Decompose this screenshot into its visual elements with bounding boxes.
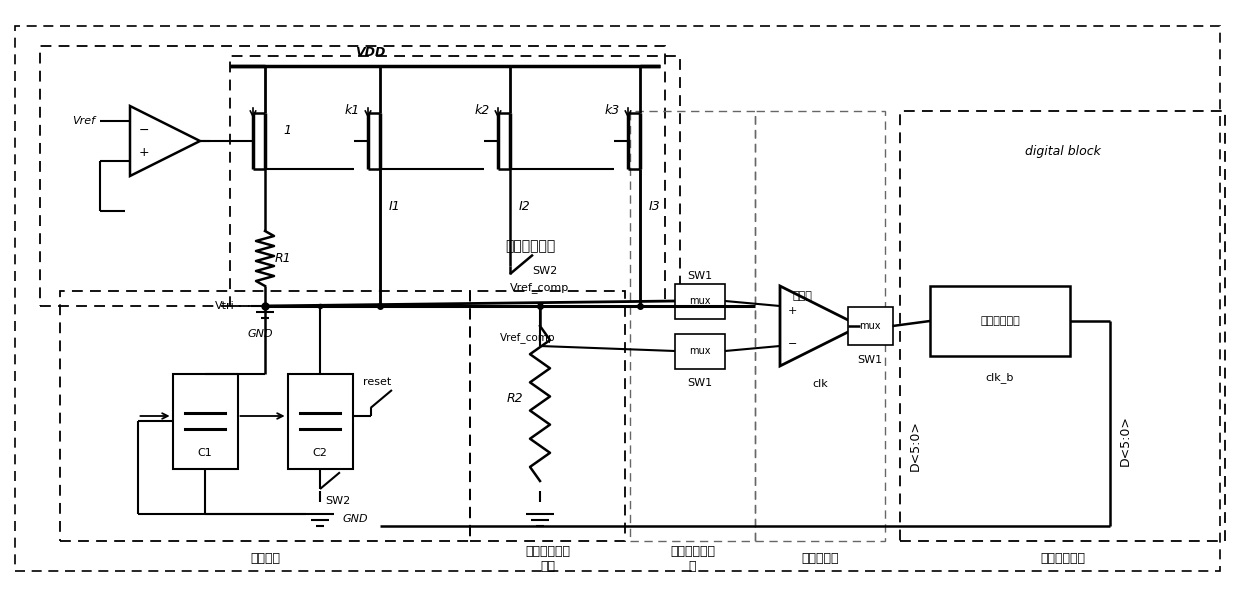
Text: $+$: $+$ (139, 147, 150, 160)
Bar (470, 291, 625, 541)
Text: 参考电压产生
电路: 参考电压产生 电路 (525, 545, 570, 573)
Text: R2: R2 (507, 393, 523, 405)
Text: 1: 1 (283, 125, 291, 138)
Text: Vref_comp: Vref_comp (500, 333, 556, 343)
Text: SW1: SW1 (687, 271, 713, 281)
Text: 数字控制电路: 数字控制电路 (1040, 552, 1085, 566)
Text: I2: I2 (520, 200, 531, 213)
Text: k3: k3 (604, 104, 620, 117)
Text: $+$: $+$ (787, 305, 797, 315)
Text: 比较器: 比较器 (792, 291, 812, 301)
Text: D<5:0>: D<5:0> (1118, 415, 1131, 467)
Text: SW2: SW2 (325, 496, 350, 506)
Text: clk: clk (812, 379, 828, 389)
Bar (675, 284, 725, 318)
Text: C1: C1 (197, 448, 212, 458)
Text: digital block: digital block (1024, 144, 1100, 157)
Text: I1: I1 (389, 200, 401, 213)
Bar (172, 374, 238, 468)
Text: Vref_comp: Vref_comp (511, 283, 569, 293)
Bar (60, 291, 470, 541)
Text: GND: GND (342, 514, 368, 524)
Text: clk_b: clk_b (986, 372, 1014, 383)
Text: $-$: $-$ (139, 123, 150, 135)
Text: 积分电路: 积分电路 (250, 552, 280, 566)
Bar (755, 111, 885, 541)
Bar (630, 111, 755, 541)
Bar (675, 334, 725, 368)
Bar (40, 46, 665, 306)
Text: 比较器输入开
关: 比较器输入开 关 (670, 545, 715, 573)
Text: SW1: SW1 (687, 378, 713, 388)
Text: SW2: SW2 (532, 266, 558, 276)
Text: R1: R1 (275, 253, 291, 265)
Text: 电压比较器: 电压比较器 (801, 552, 838, 566)
Bar (930, 286, 1070, 356)
Text: mux: mux (859, 321, 880, 331)
Text: mux: mux (689, 296, 711, 306)
Text: C2: C2 (312, 448, 327, 458)
Text: k1: k1 (345, 104, 360, 117)
Text: k2: k2 (475, 104, 490, 117)
Text: 电流生成电路: 电流生成电路 (505, 239, 556, 253)
Bar (288, 374, 352, 468)
Text: Vtri: Vtri (216, 301, 236, 311)
Text: D<5:0>: D<5:0> (909, 421, 921, 471)
Bar (847, 307, 893, 345)
Text: VDD: VDD (355, 45, 386, 58)
Text: 数字控制电路: 数字控制电路 (980, 316, 1019, 326)
Text: reset: reset (362, 377, 391, 387)
Text: $-$: $-$ (787, 337, 797, 347)
Text: mux: mux (689, 346, 711, 356)
Text: GND: GND (247, 329, 273, 339)
Text: Vref: Vref (72, 116, 95, 126)
Text: I3: I3 (649, 200, 661, 213)
Bar (229, 56, 680, 306)
Bar (900, 111, 1225, 541)
Text: SW1: SW1 (857, 355, 883, 365)
